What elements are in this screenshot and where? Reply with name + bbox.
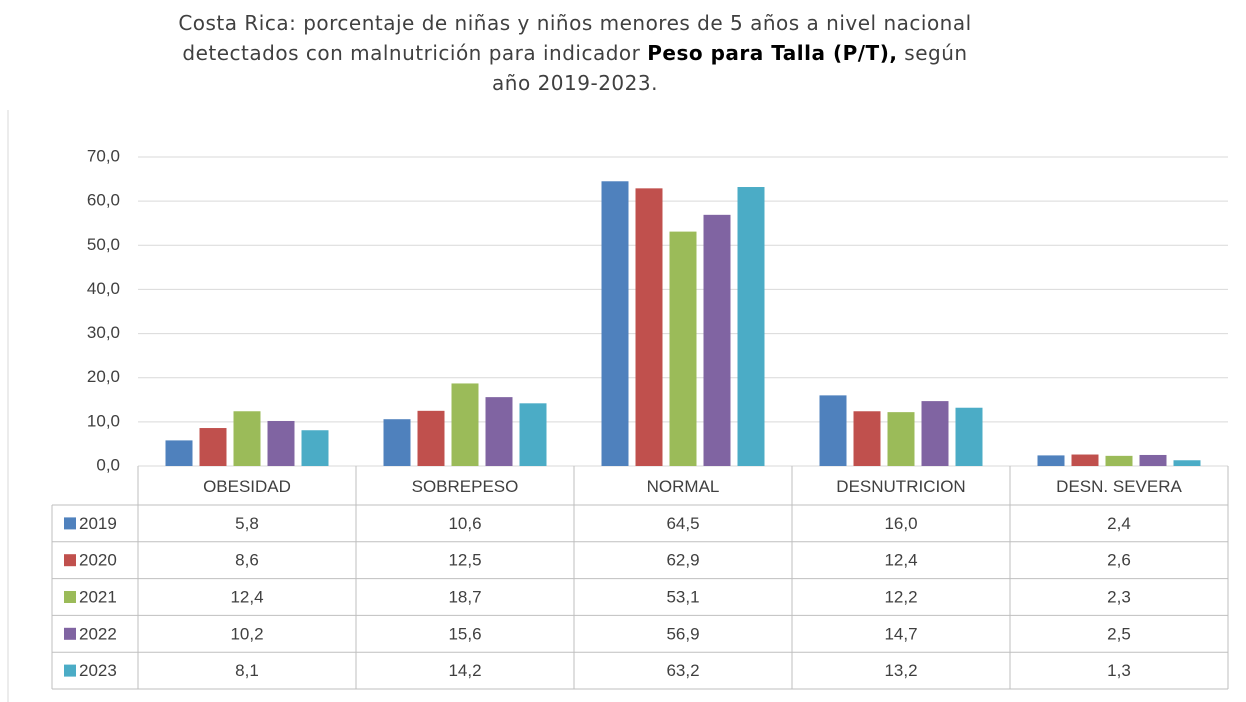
y-tick-label: 0,0 bbox=[96, 455, 120, 474]
title-part: según año 2019-2023. bbox=[492, 41, 968, 95]
legend-label: 2020 bbox=[79, 551, 117, 570]
y-tick-label: 40,0 bbox=[87, 279, 120, 298]
table-value: 10,2 bbox=[230, 624, 263, 643]
table-value: 13,2 bbox=[884, 661, 917, 680]
x-tick-label: DESN. SEVERA bbox=[1056, 477, 1182, 496]
title-part: Costa Rica: porcentaje de niñas y niños … bbox=[178, 11, 972, 65]
title-bold: Peso para Talla (P/T), bbox=[647, 41, 898, 65]
bar bbox=[955, 407, 983, 466]
bar bbox=[199, 428, 227, 466]
y-tick-label: 50,0 bbox=[87, 235, 120, 254]
bar bbox=[819, 395, 847, 466]
x-tick-label: SOBREPESO bbox=[412, 477, 519, 496]
bar bbox=[601, 181, 629, 466]
table-value: 16,0 bbox=[884, 514, 917, 533]
bar bbox=[233, 411, 261, 466]
bar bbox=[853, 411, 881, 466]
bar bbox=[165, 440, 193, 466]
bar bbox=[383, 419, 411, 466]
bar bbox=[887, 412, 915, 466]
bar bbox=[267, 420, 295, 466]
y-tick-label: 20,0 bbox=[87, 367, 120, 386]
legend-key bbox=[64, 517, 76, 530]
bar bbox=[669, 231, 697, 466]
legend-key bbox=[64, 627, 76, 640]
table-value: 5,8 bbox=[235, 514, 259, 533]
legend-key bbox=[64, 591, 76, 603]
bar bbox=[519, 403, 547, 466]
table-value: 18,7 bbox=[448, 587, 481, 606]
x-tick-label: DESNUTRICION bbox=[836, 477, 965, 496]
table-value: 56,9 bbox=[666, 624, 699, 643]
bar bbox=[921, 401, 949, 466]
bar bbox=[451, 383, 479, 466]
bar bbox=[301, 430, 329, 466]
table-value: 10,6 bbox=[448, 514, 481, 533]
bar bbox=[703, 214, 731, 466]
table-value: 64,5 bbox=[666, 514, 699, 533]
y-tick-label: 60,0 bbox=[87, 191, 120, 210]
table-value: 12,5 bbox=[448, 551, 481, 570]
bar bbox=[1139, 454, 1167, 466]
legend-label: 2019 bbox=[79, 514, 117, 533]
table-value: 2,3 bbox=[1107, 587, 1131, 606]
bar bbox=[1037, 455, 1065, 466]
table-value: 1,3 bbox=[1107, 661, 1131, 680]
table-value: 12,4 bbox=[230, 587, 263, 606]
table-value: 2,6 bbox=[1107, 551, 1131, 570]
table-value: 2,5 bbox=[1107, 624, 1131, 643]
table-value: 12,4 bbox=[884, 551, 917, 570]
table-value: 14,2 bbox=[448, 661, 481, 680]
legend-label: 2021 bbox=[79, 587, 117, 606]
bar bbox=[737, 187, 765, 466]
bar bbox=[417, 410, 445, 466]
y-tick-label: 70,0 bbox=[87, 146, 120, 165]
table-value: 62,9 bbox=[666, 551, 699, 570]
legend-label: 2022 bbox=[79, 624, 117, 643]
legend-key bbox=[64, 664, 76, 677]
x-tick-label: NORMAL bbox=[647, 477, 720, 496]
table-value: 14,7 bbox=[884, 624, 917, 643]
table-value: 12,2 bbox=[884, 587, 917, 606]
table-value: 53,1 bbox=[666, 587, 699, 606]
bar bbox=[1071, 454, 1099, 466]
bar bbox=[1173, 460, 1201, 466]
table-value: 8,1 bbox=[235, 661, 259, 680]
bar bbox=[1105, 455, 1133, 466]
legend-label: 2023 bbox=[79, 661, 117, 680]
bar bbox=[635, 188, 663, 466]
bar bbox=[485, 397, 513, 466]
table-value: 15,6 bbox=[448, 624, 481, 643]
legend-key bbox=[64, 554, 76, 567]
y-tick-label: 10,0 bbox=[87, 411, 120, 430]
table-value: 63,2 bbox=[666, 661, 699, 680]
x-tick-label: OBESIDAD bbox=[203, 477, 291, 496]
table-value: 8,6 bbox=[235, 551, 259, 570]
y-tick-label: 30,0 bbox=[87, 323, 120, 342]
chart-title: Costa Rica: porcentaje de niñas y niños … bbox=[160, 8, 990, 98]
table-value: 2,4 bbox=[1107, 514, 1131, 533]
